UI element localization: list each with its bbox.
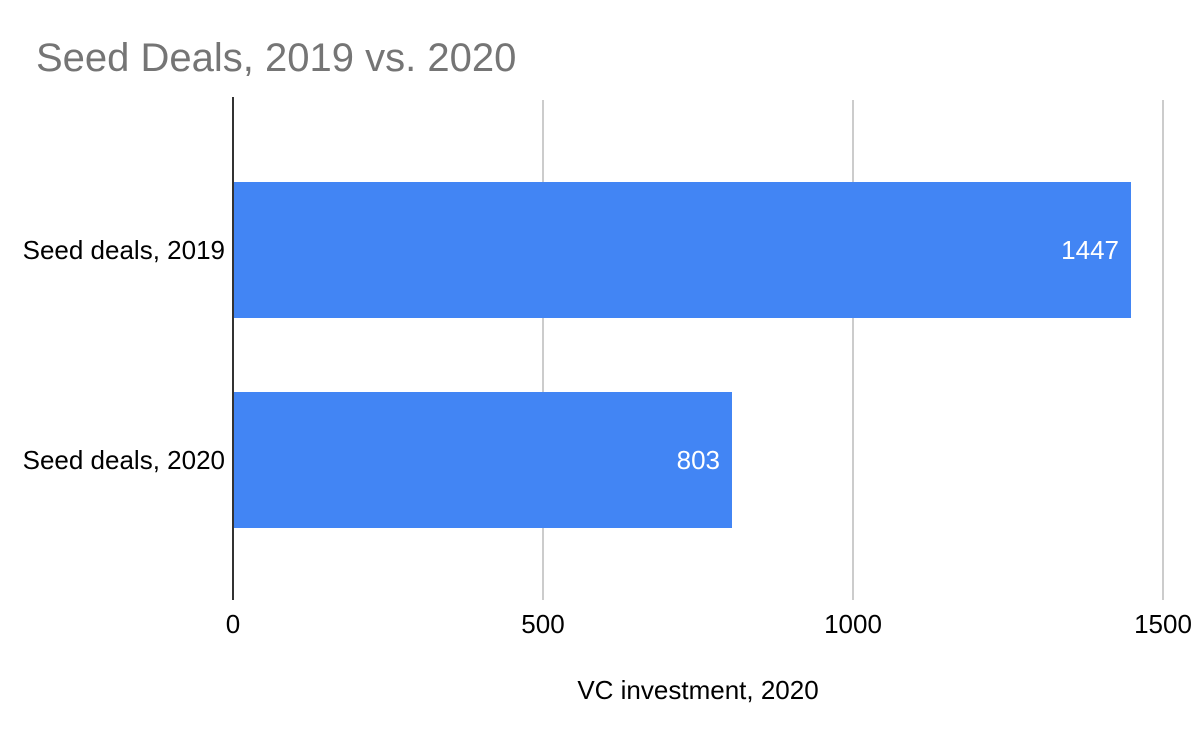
gridline (852, 100, 854, 600)
chart-title: Seed Deals, 2019 vs. 2020 (36, 36, 517, 80)
x-tick-label: 1500 (1134, 609, 1192, 639)
bar-seed-deals-2020 (234, 392, 732, 528)
gridline (1162, 100, 1164, 600)
x-tick-label: 1000 (824, 609, 882, 639)
bar-value-label: 803 (676, 444, 720, 475)
x-axis-title: VC investment, 2020 (577, 675, 819, 705)
x-tick-label: 500 (521, 609, 565, 639)
bar-seed-deals-2019 (234, 182, 1131, 318)
category-label: Seed deals, 2019 (22, 234, 225, 265)
category-label: Seed deals, 2020 (22, 444, 225, 475)
x-tick-label: 0 (225, 609, 241, 639)
bar-value-label: 1447 (1061, 234, 1119, 265)
gridline (542, 100, 544, 600)
y-axis-line (232, 97, 234, 600)
